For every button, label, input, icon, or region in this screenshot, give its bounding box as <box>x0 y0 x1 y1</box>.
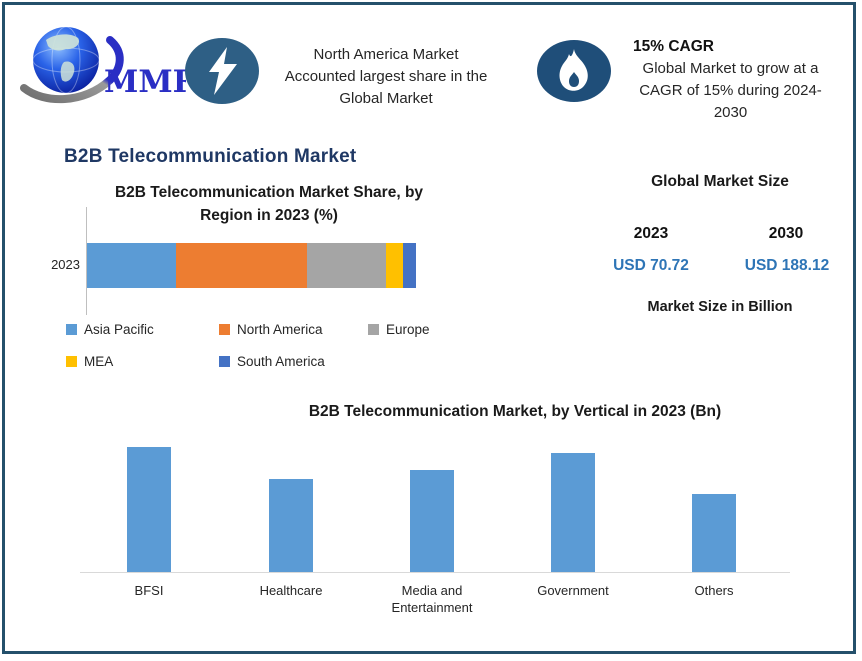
cagr-title: 15% CAGR <box>633 38 714 55</box>
legend-swatch <box>66 324 77 335</box>
region-stacked-bar <box>87 243 416 288</box>
segment-north-america <box>175 243 308 288</box>
legend-label: South America <box>237 354 325 369</box>
legend-item: North America <box>219 322 323 337</box>
page-title: B2B Telecommunication Market <box>64 146 357 167</box>
legend-swatch <box>219 324 230 335</box>
market-size-value-2030: USD 188.12 <box>744 257 830 274</box>
bar-healthcare <box>269 479 313 572</box>
legend-item: Asia Pacific <box>66 322 154 337</box>
legend-label: Asia Pacific <box>84 322 154 337</box>
legend-swatch <box>219 356 230 367</box>
legend-label: North America <box>237 322 323 337</box>
region-chart-category-label: 2023 <box>51 257 80 272</box>
bar-media <box>410 470 454 572</box>
segment-asia-pacific <box>87 243 176 288</box>
legend-item: Europe <box>368 322 430 337</box>
market-size-title: Global Market Size <box>651 173 789 190</box>
market-size-value-2023: USD 70.72 <box>613 257 689 274</box>
x-label-media: Media and Entertainment <box>391 583 473 615</box>
segment-south-america <box>402 243 416 288</box>
legend-label: Europe <box>386 322 430 337</box>
region-chart-title: B2B Telecommunication Market Share, by R… <box>114 184 424 224</box>
x-label-bfsi: BFSI <box>134 583 164 598</box>
mmr-logo: MMR <box>18 22 199 106</box>
x-label-others: Others <box>694 583 734 598</box>
x-label-healthcare: Healthcare <box>259 583 323 598</box>
segment-mea <box>386 243 403 288</box>
segment-europe <box>307 243 387 288</box>
market-size-year-2023: 2023 <box>633 225 669 242</box>
legend-item: MEA <box>66 354 113 369</box>
cagr-text: Global Market to grow at a CAGR of 15% d… <box>639 60 822 121</box>
region-chart-y-axis <box>86 207 87 315</box>
legend-swatch <box>66 356 77 367</box>
legend-swatch <box>368 324 379 335</box>
vertical-chart-title: B2B Telecommunication Market, by Vertica… <box>308 403 722 420</box>
flame-icon <box>537 40 611 102</box>
vertical-chart-plot <box>80 420 790 573</box>
bar-bfsi <box>127 447 171 572</box>
lightning-icon <box>185 38 259 104</box>
logo-text: MMR <box>104 64 186 100</box>
bar-government <box>551 453 595 572</box>
infographic-frame: MMR North America Market Accounted large… <box>2 2 856 654</box>
globe-icon: MMR <box>20 26 199 104</box>
market-size-year-2030: 2030 <box>768 225 804 242</box>
bar-others <box>692 494 736 572</box>
x-label-government: Government <box>537 583 609 598</box>
market-size-note: Market Size in Billion <box>647 299 793 315</box>
na-highlight-text: North America Market Accounted largest s… <box>284 46 488 107</box>
legend-item: South America <box>219 354 325 369</box>
legend-label: MEA <box>84 354 114 369</box>
